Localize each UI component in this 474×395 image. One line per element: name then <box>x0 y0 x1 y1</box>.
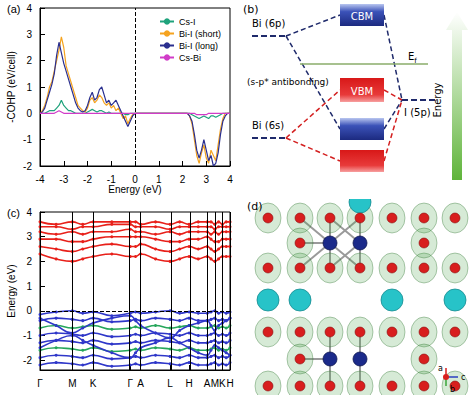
svg-text:Bi (6s): Bi (6s) <box>252 120 284 131</box>
svg-text:Energy (eV): Energy (eV) <box>108 184 161 195</box>
svg-text:I (5p): I (5p) <box>404 107 431 118</box>
svg-text:-COHP (eV/cell): -COHP (eV/cell) <box>6 51 17 123</box>
svg-text:-2: -2 <box>23 355 32 366</box>
svg-text:0: 0 <box>26 108 32 119</box>
svg-text:4: 4 <box>227 174 233 185</box>
svg-text:Γ: Γ <box>127 378 133 389</box>
svg-text:b: b <box>450 385 455 394</box>
svg-text:-1: -1 <box>23 134 32 145</box>
svg-text:(s-p* antibonding): (s-p* antibonding) <box>247 77 329 87</box>
svg-text:-4: -4 <box>36 174 45 185</box>
svg-text:-3: -3 <box>59 174 68 185</box>
svg-text:K: K <box>219 378 226 389</box>
svg-text:VBM: VBM <box>351 86 373 97</box>
svg-text:Bi-I (short): Bi-I (short) <box>179 29 221 39</box>
svg-text:(c): (c) <box>7 207 20 219</box>
svg-text:2: 2 <box>180 174 186 185</box>
svg-text:Cs-Bi: Cs-Bi <box>179 53 201 63</box>
svg-text:K: K <box>90 378 97 389</box>
svg-text:(b): (b) <box>243 3 259 16</box>
svg-text:-2: -2 <box>83 174 92 185</box>
svg-text:3: 3 <box>26 231 32 242</box>
svg-text:Γ: Γ <box>37 378 43 389</box>
svg-text:A: A <box>137 378 144 389</box>
svg-text:-1: -1 <box>23 330 32 341</box>
svg-text:3: 3 <box>26 29 32 40</box>
svg-text:-1: -1 <box>107 174 116 185</box>
svg-text:M: M <box>68 378 76 389</box>
svg-text:2: 2 <box>26 256 32 267</box>
svg-text:3: 3 <box>203 174 209 185</box>
svg-text:a: a <box>438 364 443 373</box>
svg-text:CBM: CBM <box>351 11 373 22</box>
svg-text:1: 1 <box>26 281 32 292</box>
svg-text:A: A <box>203 377 211 389</box>
svg-text:1: 1 <box>156 174 162 185</box>
svg-text:Cs-I: Cs-I <box>179 17 196 27</box>
svg-text:H: H <box>226 378 233 389</box>
svg-text:-2: -2 <box>23 161 32 172</box>
svg-text:c: c <box>461 373 465 382</box>
svg-text:M: M <box>211 378 219 389</box>
svg-text:Bi (6p): Bi (6p) <box>252 18 285 29</box>
svg-text:4: 4 <box>26 3 32 14</box>
svg-text:(a): (a) <box>7 3 20 15</box>
svg-text:Energy: Energy <box>432 82 443 117</box>
svg-text:L: L <box>167 378 173 389</box>
svg-text:0: 0 <box>132 174 138 185</box>
svg-text:Ef: Ef <box>408 51 417 65</box>
svg-text:4: 4 <box>26 207 32 218</box>
svg-text:H: H <box>186 378 193 389</box>
svg-text:Bi-I (long): Bi-I (long) <box>179 41 218 51</box>
svg-text:2: 2 <box>26 55 32 66</box>
svg-text:Energy (eV): Energy (eV) <box>6 264 17 317</box>
svg-text:(d): (d) <box>247 200 263 213</box>
svg-text:1: 1 <box>26 82 32 93</box>
svg-text:0: 0 <box>26 305 32 316</box>
